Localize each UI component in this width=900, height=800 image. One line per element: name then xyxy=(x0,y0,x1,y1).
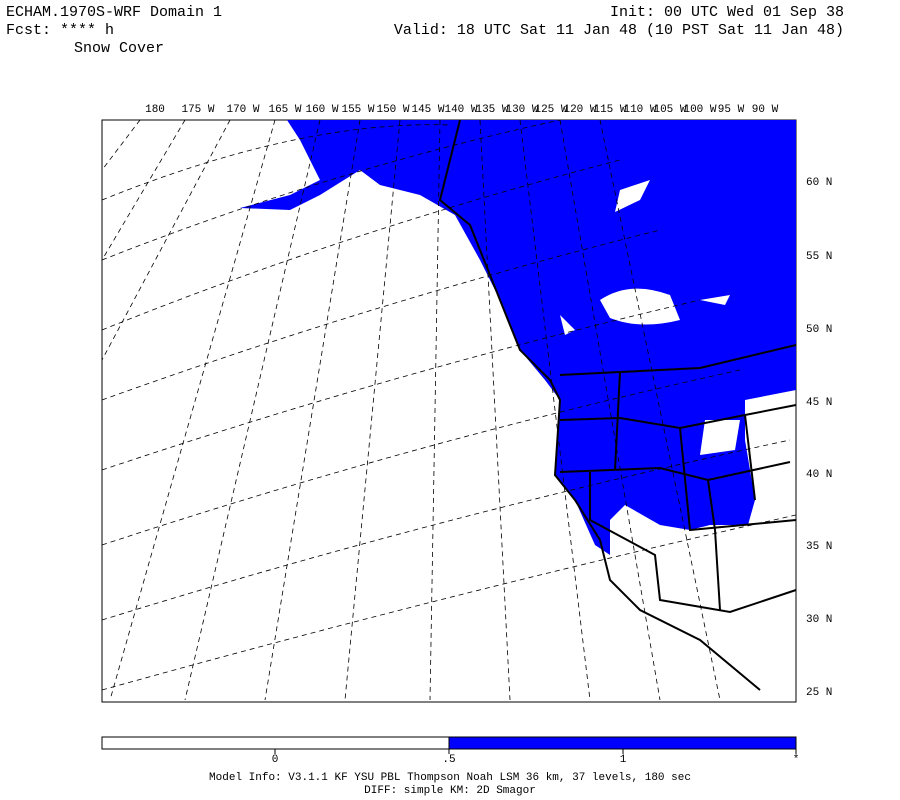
snow-cover xyxy=(240,120,796,555)
graticule xyxy=(101,119,797,701)
lat-label: 40 N xyxy=(806,469,832,481)
colorbar-segment xyxy=(101,736,450,750)
lon-label: 130 W xyxy=(505,104,538,116)
diff-info: DIFF: simple KM: 2D Smagor xyxy=(364,785,536,797)
title: ECHAM.1970S-WRF Domain 1 xyxy=(6,4,222,21)
lon-label: 125 W xyxy=(534,104,567,116)
field-name: Snow Cover xyxy=(74,40,164,57)
colorbar-label: 0 xyxy=(272,754,279,766)
lat-label: 60 N xyxy=(806,177,832,189)
lat-label: 55 N xyxy=(806,251,832,263)
lon-label: 155 W xyxy=(341,104,374,116)
lon-label: 105 W xyxy=(653,104,686,116)
colorbar-segment xyxy=(448,736,797,750)
valid-time: Valid: 18 UTC Sat 11 Jan 48 (10 PST Sat … xyxy=(394,22,844,39)
colorbar-label: .5 xyxy=(442,754,455,766)
lon-label: 180 xyxy=(145,104,165,116)
borders xyxy=(438,119,797,691)
lon-label: 150 W xyxy=(376,104,409,116)
lon-label: 140 W xyxy=(444,104,477,116)
lat-label: 50 N xyxy=(806,324,832,336)
lat-label: 30 N xyxy=(806,614,832,626)
model-info: Model Info: V3.1.1 KF YSU PBL Thompson N… xyxy=(209,772,691,784)
colorbar-label: * xyxy=(793,754,800,766)
lon-label: 120 W xyxy=(563,104,596,116)
lat-label: 35 N xyxy=(806,541,832,553)
lon-label: 95 W xyxy=(718,104,745,116)
map xyxy=(101,119,797,703)
snow-free-patches xyxy=(560,180,792,455)
lon-label: 170 W xyxy=(226,104,259,116)
lon-label: 115 W xyxy=(593,104,626,116)
lon-label: 165 W xyxy=(268,104,301,116)
lon-label: 100 W xyxy=(683,104,716,116)
lon-label: 145 W xyxy=(411,104,444,116)
colorbar xyxy=(101,736,797,750)
lon-label: 110 W xyxy=(623,104,656,116)
colorbar-label: 1 xyxy=(620,754,627,766)
lon-label: 175 W xyxy=(181,104,214,116)
lon-label: 90 W xyxy=(752,104,779,116)
lat-label: 45 N xyxy=(806,397,832,409)
init-time: Init: 00 UTC Wed 01 Sep 38 xyxy=(610,4,844,21)
lat-label: 25 N xyxy=(806,687,832,699)
lon-label: 160 W xyxy=(305,104,338,116)
lon-label: 135 W xyxy=(475,104,508,116)
forecast: Fcst: **** h xyxy=(6,22,114,39)
